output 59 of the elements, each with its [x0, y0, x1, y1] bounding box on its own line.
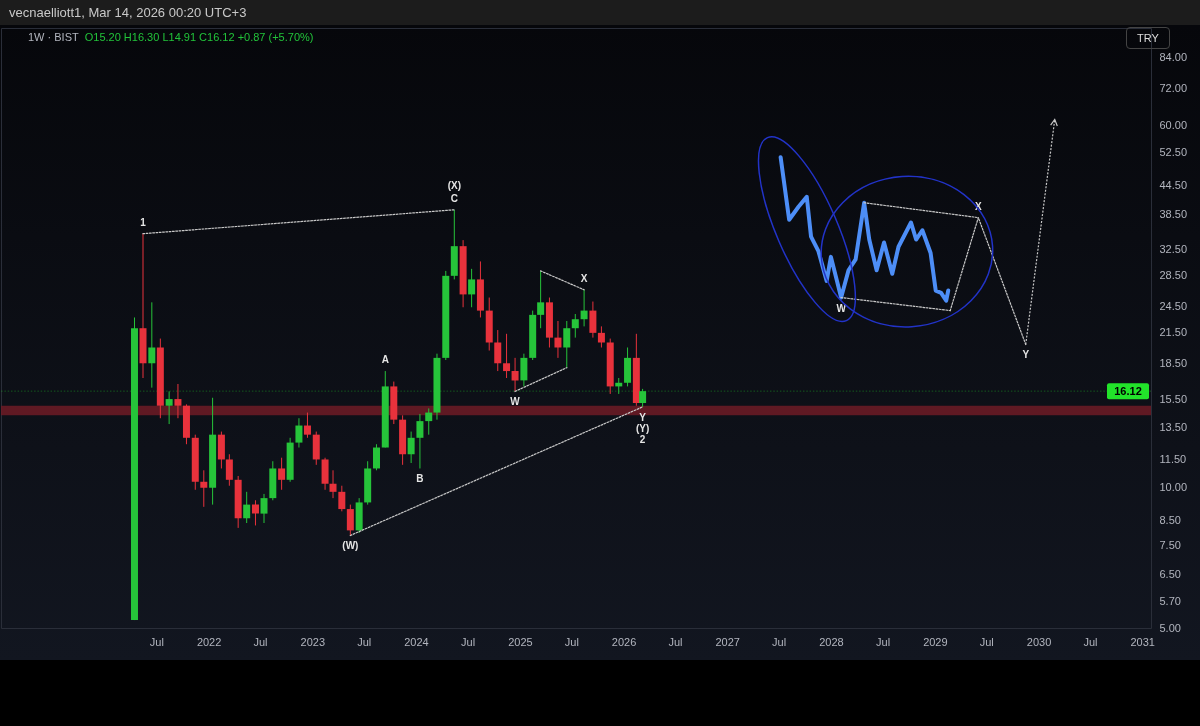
x-tick-label: 2023: [300, 635, 326, 648]
annotation: Y: [639, 411, 647, 423]
x-tick-label: 2031: [1130, 635, 1155, 648]
ref-line-label: 16.12: [1114, 385, 1142, 398]
annotation: W: [836, 302, 847, 314]
annotation: X: [974, 200, 982, 212]
x-tick-label: Jul: [461, 635, 476, 648]
annotation: W: [510, 396, 521, 408]
annotation: X: [580, 272, 588, 284]
y-tick-label: 72.00: [1159, 81, 1188, 94]
y-tick-label: 8.50: [1159, 514, 1181, 527]
annotation: (X): [447, 179, 461, 191]
annotation: 1: [140, 216, 147, 228]
x-tick-label: Jul: [772, 635, 787, 648]
x-tick-label: Jul: [876, 635, 891, 648]
annotation: B: [416, 473, 424, 485]
y-tick-label: 44.50: [1159, 179, 1188, 192]
chart-title: vecnaelliott1, Mar 14, 2026 00:20 UTC+3: [0, 0, 1200, 25]
y-tick-label: 5.70: [1159, 594, 1181, 607]
annotation: O15.20 H16.30 L14.91 C16.12 +0.87 (+5.70%): [84, 31, 314, 43]
x-tick-label: 2025: [508, 635, 533, 648]
y-tick-label: 84.00: [1159, 50, 1188, 63]
y-tick-label: 18.50: [1159, 356, 1188, 369]
y-tick-label: 24.50: [1159, 299, 1188, 312]
x-tick-label: Jul: [357, 635, 372, 648]
x-tick-label: Jul: [979, 635, 994, 648]
y-tick-label: 5.00: [1159, 621, 1181, 634]
annotation: (Y): [635, 422, 650, 434]
x-tick-label: Jul: [668, 635, 683, 648]
y-tick-label: 21.50: [1159, 326, 1188, 339]
x-tick-label: 2027: [715, 635, 740, 648]
x-tick-label: 2026: [611, 635, 637, 648]
y-tick-label: 10.00: [1159, 481, 1188, 494]
x-tick-label: 2029: [923, 635, 948, 648]
y-tick-label: 28.50: [1159, 269, 1188, 282]
x-tick-label: Jul: [1083, 635, 1098, 648]
x-tick-label: 2028: [819, 635, 844, 648]
y-tick-label: 38.50: [1159, 208, 1188, 221]
y-tick-label: 7.50: [1159, 539, 1181, 552]
annotation: 2: [639, 433, 646, 445]
annotation: Y: [1022, 349, 1030, 361]
annotation: C: [450, 192, 458, 204]
x-tick-label: Jul: [253, 635, 268, 648]
annotation: (W): [342, 540, 359, 552]
x-tick-label: Jul: [149, 635, 164, 648]
y-tick-label: 15.50: [1159, 392, 1188, 405]
annotation: A: [381, 354, 389, 366]
x-tick-label: Jul: [564, 635, 579, 648]
y-tick-label: 60.00: [1159, 118, 1188, 131]
x-tick-label: 2030: [1026, 635, 1052, 648]
y-tick-label: 32.50: [1159, 242, 1188, 255]
y-tick-label: 6.50: [1159, 568, 1181, 581]
y-tick-label: 13.50: [1159, 420, 1188, 433]
y-tick-label: 11.50: [1159, 452, 1187, 465]
x-tick-label: 2024: [404, 635, 429, 648]
chart-subtitle: 1W · BIST: [28, 31, 79, 43]
y-tick-label: 52.50: [1159, 145, 1188, 158]
x-tick-label: 2022: [196, 635, 222, 648]
annotation: TRY: [1126, 27, 1170, 49]
